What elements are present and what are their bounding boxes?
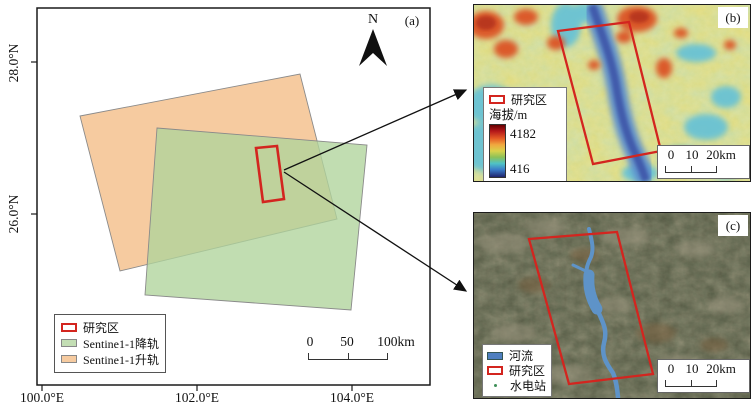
panel-b-scalebar: 0 10 20km bbox=[657, 145, 750, 179]
study-area-outline-a bbox=[254, 144, 286, 204]
scalebar-a-bracket bbox=[308, 353, 388, 360]
panel-a-label: (a) bbox=[404, 13, 420, 28]
y-axis-label-28n: 28.0°N bbox=[6, 43, 21, 83]
scalebar-b-10: 10 bbox=[685, 147, 699, 162]
study-area-swatch-icon bbox=[489, 94, 505, 104]
scalebar-b-20: 20km bbox=[706, 147, 736, 162]
arrow-to-panel-b bbox=[283, 89, 468, 171]
legend-label-descending: Sentine1-1降轨 bbox=[83, 336, 159, 351]
scalebar-a-0: 0 bbox=[306, 334, 314, 349]
hydropower-station-dot-icon bbox=[494, 384, 497, 387]
panel-b-label: (b) bbox=[725, 9, 741, 25]
elevation-title: 海拔/m bbox=[489, 108, 528, 122]
legend-label-ascending: Sentine1-1升轨 bbox=[83, 352, 159, 367]
legend-label-study-area-c: 研究区 bbox=[509, 364, 546, 378]
scalebar-c-10: 10 bbox=[685, 361, 699, 376]
legend-item-station: 水电站 bbox=[487, 378, 547, 393]
panel-a-frame bbox=[36, 7, 431, 386]
legend-label-study-area: 研究区 bbox=[83, 320, 120, 335]
panel-b-elevation-map: (b) 研究区 海拔/m 4182 416 0 10 20km bbox=[473, 4, 751, 182]
panel-a-legend: 研究区 Sentine1-1降轨 Sentine1-1升轨 bbox=[54, 314, 166, 373]
elevation-max: 4182 bbox=[510, 126, 536, 141]
panel-b-legend: 研究区 海拔/m 4182 416 bbox=[483, 87, 567, 181]
arrow-to-panel-c bbox=[283, 171, 468, 292]
y-axis-label-26n: 26.0°N bbox=[6, 194, 21, 234]
north-label: N bbox=[367, 12, 379, 27]
scalebar-a-100: 100km bbox=[377, 334, 415, 349]
x-axis-label-100e: 100.0°E bbox=[19, 390, 65, 405]
descending-swatch-icon bbox=[61, 339, 77, 347]
scalebar-b-bracket bbox=[665, 166, 717, 173]
valley-core bbox=[588, 5, 650, 181]
x-axis-label-104e: 104.0°E bbox=[329, 390, 375, 405]
study-area-swatch-icon bbox=[487, 366, 503, 375]
panel-c-satellite-map: (c) 河流 研究区 水电站 0 10 20km bbox=[473, 212, 751, 399]
scalebar-b-0: 0 bbox=[667, 147, 675, 162]
panel-a-scalebar: 0 50 100km bbox=[302, 334, 432, 364]
descending-orbit-footprint bbox=[144, 127, 368, 311]
scalebar-a-50: 50 bbox=[340, 334, 354, 349]
elevation-min: 416 bbox=[510, 161, 530, 176]
legend-label-river: 河流 bbox=[509, 349, 534, 363]
panel-c-scalebar: 0 10 20km bbox=[657, 359, 750, 393]
x-axis-label-102e: 102.0°E bbox=[174, 390, 220, 405]
river-lower bbox=[594, 306, 621, 398]
legend-item-ascending: Sentine1-1升轨 bbox=[61, 351, 159, 367]
legend-item-study-area-b: 研究区 bbox=[489, 91, 561, 107]
panel-c-legend: 河流 研究区 水电站 bbox=[482, 344, 552, 397]
legend-item-study-area-c: 研究区 bbox=[487, 363, 547, 378]
study-area-outline-c bbox=[527, 230, 655, 386]
legend-label-station: 水电站 bbox=[510, 379, 547, 393]
river-swatch-icon bbox=[487, 351, 503, 360]
river-lake-section bbox=[583, 269, 603, 315]
legend-item-study-area: 研究区 bbox=[61, 319, 159, 335]
north-arrow-icon bbox=[359, 29, 387, 66]
legend-item-descending: Sentine1-1降轨 bbox=[61, 335, 159, 351]
peak-patches bbox=[476, 11, 649, 30]
panel-c-label-box: (c) bbox=[718, 215, 748, 236]
legend-label-study-area-b: 研究区 bbox=[511, 92, 548, 107]
panel-b-label-box: (b) bbox=[718, 7, 748, 28]
elevation-ramp-row: 4182 416 bbox=[489, 124, 561, 178]
study-area-swatch-icon bbox=[61, 322, 77, 332]
legend-item-river: 河流 bbox=[487, 348, 547, 363]
scalebar-c-20: 20km bbox=[706, 361, 736, 376]
elevation-colorramp-icon bbox=[489, 124, 506, 178]
axis-ticks bbox=[31, 61, 353, 391]
ascending-swatch-icon bbox=[61, 355, 77, 363]
panel-c-label: (c) bbox=[725, 217, 741, 233]
scalebar-c-0: 0 bbox=[667, 361, 675, 376]
scalebar-c-bracket bbox=[665, 380, 717, 387]
